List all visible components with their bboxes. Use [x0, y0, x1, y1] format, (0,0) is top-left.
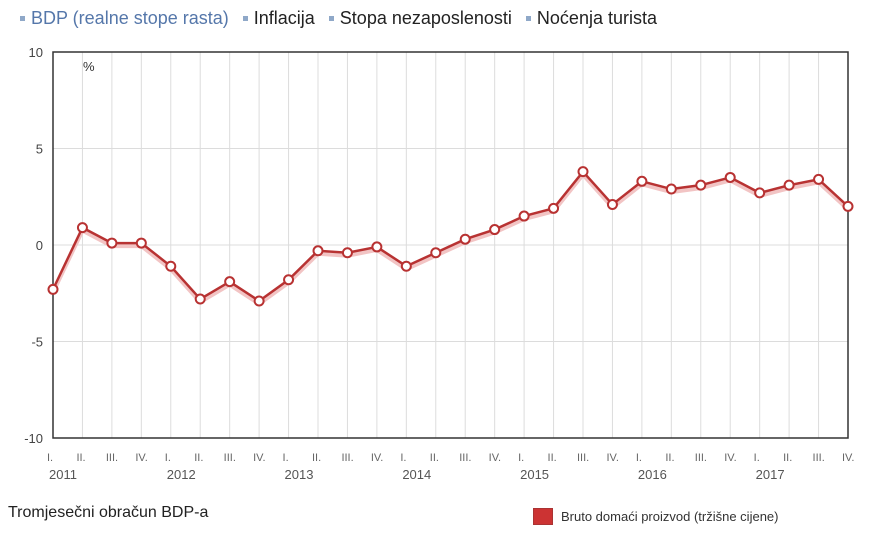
x-tick-label: II.	[312, 452, 321, 464]
x-year-label: 2011	[49, 467, 77, 482]
data-point	[47, 283, 59, 295]
data-point	[459, 233, 471, 245]
data-point	[813, 173, 825, 185]
x-tick-label: III.	[813, 452, 825, 464]
data-point	[76, 222, 88, 234]
x-tick-label: I.	[283, 452, 289, 464]
data-point	[518, 210, 530, 222]
data-point	[636, 175, 648, 187]
data-point	[106, 237, 118, 249]
bullet-icon	[525, 16, 531, 21]
x-tick-label: II.	[548, 452, 557, 464]
data-point	[224, 276, 236, 288]
indicator-tabs: BDP (realne stope rasta) Inflacija Stopa…	[20, 8, 657, 29]
x-tick-label: II.	[76, 452, 85, 464]
y-tick-label: -10	[24, 431, 43, 446]
data-point	[606, 198, 618, 210]
y-tick-label: 10	[29, 45, 43, 60]
data-point	[724, 171, 736, 183]
data-point	[165, 260, 177, 272]
x-tick-label: II.	[783, 452, 792, 464]
data-point	[430, 247, 442, 259]
x-tick-label: III.	[341, 452, 353, 464]
tab-bdp[interactable]: BDP (realne stope rasta)	[20, 8, 229, 29]
data-point	[783, 179, 795, 191]
y-tick-label: 0	[36, 238, 43, 253]
line-chart: 10 5 0 -5 -10% I. 2011 II. III. IV. I. 2012 II. III. I…	[24, 45, 854, 482]
x-tick-label: IV.	[724, 452, 736, 464]
y-tick-label: 5	[36, 142, 43, 157]
series-shadow	[51, 171, 850, 307]
data-point	[341, 247, 353, 259]
x-tick-label: II.	[430, 452, 439, 464]
bullet-icon	[328, 16, 334, 21]
data-point	[400, 260, 412, 272]
x-tick-label: III.	[224, 452, 236, 464]
y-tick-label: -5	[31, 335, 43, 350]
x-tick-label: III.	[577, 452, 589, 464]
data-point	[253, 295, 265, 307]
x-tick-label: III.	[695, 452, 707, 464]
x-tick-label: III.	[106, 452, 118, 464]
x-tick-label: II.	[194, 452, 203, 464]
data-point	[135, 237, 147, 249]
data-point	[489, 224, 501, 236]
data-point	[312, 245, 324, 257]
x-year-label: 2016	[638, 467, 667, 482]
data-point	[194, 293, 206, 305]
data-point	[371, 241, 383, 253]
data-point	[283, 274, 295, 286]
x-tick-label: IV.	[489, 452, 501, 464]
tab-inflacija[interactable]: Inflacija	[242, 8, 315, 29]
bullet-icon	[20, 16, 25, 21]
x-tick-label: I.	[165, 452, 171, 464]
tab-label: Stopa nezaposlenosti	[339, 8, 512, 28]
x-tick-label: I.	[47, 452, 53, 464]
x-year-label: 2013	[285, 467, 314, 482]
plot-frame	[52, 51, 849, 439]
x-tick-label: II.	[665, 452, 674, 464]
tab-nocenja[interactable]: Noćenja turista	[525, 8, 657, 29]
tab-nezaposlenost[interactable]: Stopa nezaposlenosti	[328, 8, 512, 29]
data-point	[665, 183, 677, 195]
data-point	[842, 200, 854, 212]
data-point	[754, 187, 766, 199]
x-year-label: 2015	[520, 467, 549, 482]
tab-label: Inflacija	[253, 8, 315, 28]
x-tick-label: IV.	[135, 452, 147, 464]
y-axis-unit: %	[83, 59, 95, 74]
tab-label: BDP (realne stope rasta)	[31, 8, 229, 28]
x-tick-label: I.	[400, 452, 406, 464]
data-point	[695, 179, 707, 191]
legend[interactable]: Bruto domaći proizvod (tržišne cijene)	[533, 508, 778, 525]
bullet-icon	[242, 16, 248, 21]
legend-label: Bruto domaći proizvod (tržišne cijene)	[561, 509, 779, 524]
data-point	[577, 166, 589, 178]
x-year-label: 2017	[756, 467, 785, 482]
legend-swatch	[533, 508, 553, 525]
x-tick-label: IV.	[606, 452, 618, 464]
x-year-label: 2014	[402, 467, 431, 482]
x-tick-label: I.	[636, 452, 642, 464]
series-line	[51, 169, 849, 303]
x-tick-label: IV.	[371, 452, 383, 464]
x-tick-label: IV.	[842, 452, 854, 464]
x-tick-label: I.	[754, 452, 760, 464]
x-year-label: 2012	[167, 467, 196, 482]
x-tick-label: IV.	[253, 452, 265, 464]
x-tick-label: I.	[518, 452, 524, 464]
x-tick-label: III.	[459, 452, 471, 464]
data-point	[548, 202, 560, 214]
chart-footer-title: Tromjesečni obračun BDP-a	[8, 504, 209, 521]
tab-label: Noćenja turista	[536, 8, 657, 28]
